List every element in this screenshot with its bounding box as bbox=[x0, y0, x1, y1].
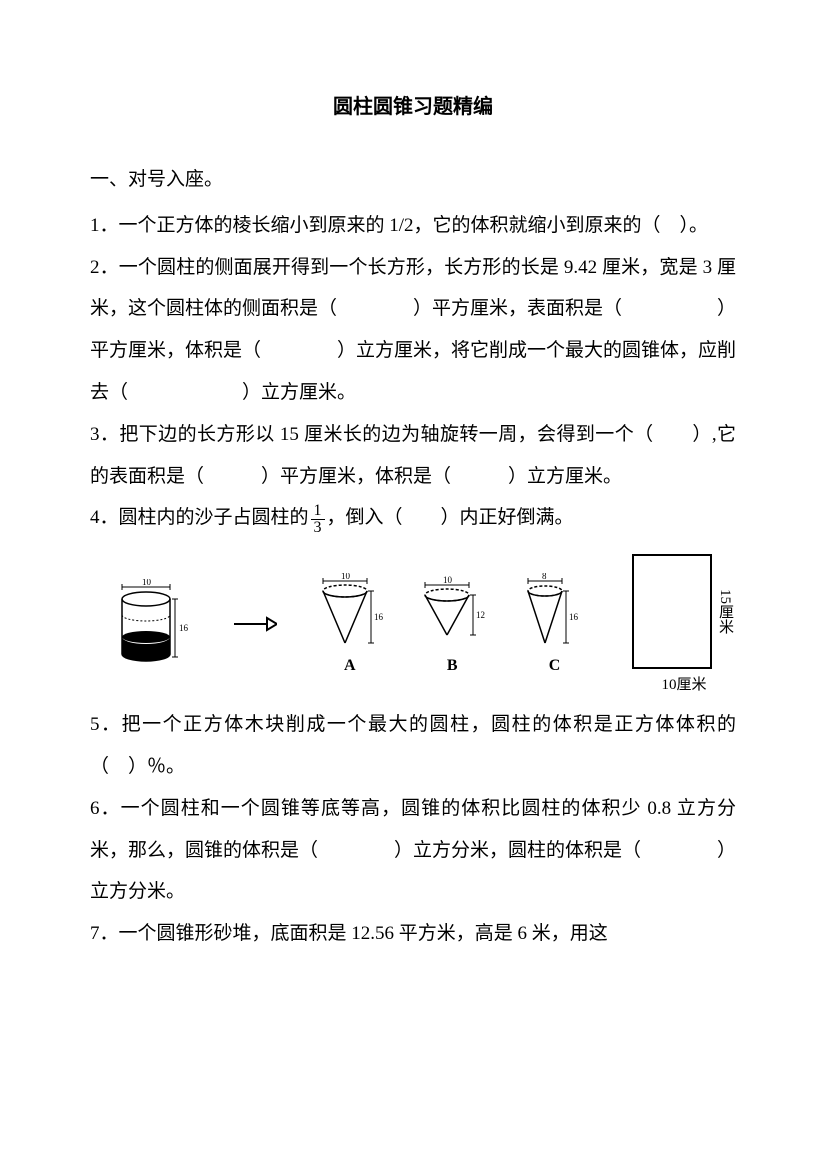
rectangle-shape bbox=[632, 554, 712, 669]
problem-1: 1．一个正方体的棱长缩小到原来的 1/2，它的体积就缩小到原来的（ ）。 bbox=[90, 205, 736, 247]
svg-text:10: 10 bbox=[142, 579, 152, 587]
problem-5: 5．把一个正方体木块削成一个最大的圆柱，圆柱的体积是正方体体积的（ ）％。 bbox=[90, 704, 736, 788]
cone-figure-c: 8 16 C bbox=[520, 573, 590, 675]
svg-text:8: 8 bbox=[542, 573, 547, 581]
cone-figure-b: 10 12 B bbox=[417, 573, 487, 675]
cone-label-a: A bbox=[315, 657, 385, 675]
svg-text:10: 10 bbox=[341, 573, 351, 581]
svg-text:10: 10 bbox=[443, 575, 453, 585]
rect-width-label: 10厘米 bbox=[661, 673, 706, 694]
svg-text:16: 16 bbox=[179, 623, 189, 633]
section-header: 一、对号入座。 bbox=[90, 159, 736, 201]
problem-6: 6．一个圆柱和一个圆锥等底等高，圆锥的体积比圆柱的体积少 0.8 立方分米，那么… bbox=[90, 788, 736, 913]
cylinder-figure: 10 16 bbox=[110, 579, 195, 669]
problem-7: 7．一个圆锥形砂堆，底面积是 12.56 平方米，高是 6 米，用这 bbox=[90, 913, 736, 955]
document-title: 圆柱圆锥习题精编 bbox=[90, 90, 736, 119]
problem-4-pre: 4．圆柱内的沙子占圆柱的 bbox=[90, 507, 309, 528]
problem-3: 3．把下边的长方形以 15 厘米长的边为轴旋转一周，会得到一个（ ）,它的表面积… bbox=[90, 414, 736, 498]
svg-text:12: 12 bbox=[476, 610, 485, 620]
cone-label-b: B bbox=[417, 657, 487, 675]
svg-text:16: 16 bbox=[374, 612, 384, 622]
svg-text:16: 16 bbox=[569, 612, 579, 622]
fraction-one-third: 13 bbox=[311, 503, 325, 536]
problem-2: 2．一个圆柱的侧面展开得到一个长方形，长方形的长是 9.42 厘米，宽是 3 厘… bbox=[90, 247, 736, 414]
rect-height-label: 15厘米 bbox=[715, 589, 736, 634]
problem-4: 4．圆柱内的沙子占圆柱的13，倒入（ ）内正好倒满。 bbox=[90, 497, 736, 539]
cone-figure-a: 10 16 A bbox=[315, 573, 385, 675]
problem-4-post: ，倒入（ ）内正好倒满。 bbox=[327, 507, 574, 528]
rectangle-figure: 15厘米 10厘米 bbox=[632, 554, 736, 694]
cone-label-c: C bbox=[520, 657, 590, 675]
arrow-icon bbox=[232, 612, 277, 637]
figure-row: 10 16 10 bbox=[110, 554, 736, 694]
